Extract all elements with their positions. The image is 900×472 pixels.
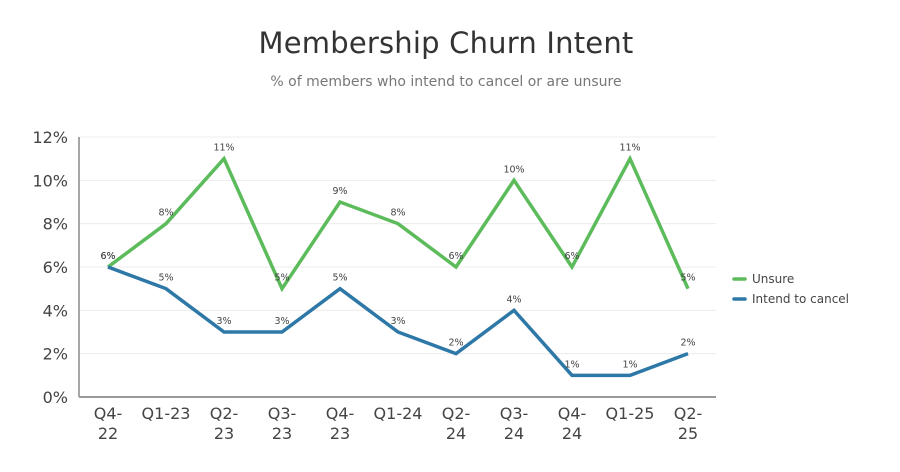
x-tick-label: 23 xyxy=(330,424,350,443)
y-tick-label: 6% xyxy=(43,258,68,277)
data-label: 5% xyxy=(680,273,695,284)
data-label: 6% xyxy=(448,251,463,262)
x-tick-label: 23 xyxy=(214,424,234,443)
data-label: 2% xyxy=(448,338,463,349)
y-axis-ticks: 0% 2% 4% 6% 8% 10% 12% xyxy=(32,128,68,407)
y-tick-label: 10% xyxy=(32,171,68,190)
x-tick-label: Q1-24 xyxy=(374,404,423,423)
data-label: 11% xyxy=(619,143,640,154)
y-tick-label: 8% xyxy=(43,215,68,234)
data-label: 2% xyxy=(680,338,695,349)
series-lines xyxy=(106,154,690,378)
x-tick-label: 23 xyxy=(272,424,292,443)
x-tick-label: Q2- xyxy=(210,404,239,423)
y-tick-label: 0% xyxy=(43,388,68,407)
gridlines xyxy=(79,136,716,355)
data-label: 11% xyxy=(213,143,234,154)
x-tick-label: 25 xyxy=(678,424,698,443)
legend: Unsure Intend to cancel xyxy=(732,272,849,306)
x-tick-label: 24 xyxy=(504,424,524,443)
data-label: 8% xyxy=(158,208,173,219)
y-tick-label: 2% xyxy=(43,345,68,364)
x-tick-label: Q1-23 xyxy=(142,404,191,423)
data-labels: 6%8%11%5%9%8%6%10%6%11%5%6%5%3% 3%5%3%2%4… xyxy=(100,143,695,371)
y-tick-label: 4% xyxy=(43,301,68,320)
chart-subtitle: % of members who intend to cancel or are… xyxy=(270,74,622,90)
x-tick-label: Q2- xyxy=(674,404,703,423)
data-label: 10% xyxy=(503,164,524,175)
x-tick-label: Q4- xyxy=(558,404,587,423)
x-tick-label: Q3- xyxy=(268,404,297,423)
data-label: 3% xyxy=(390,316,405,327)
chart-title: Membership Churn Intent xyxy=(258,26,634,60)
data-label: 3% xyxy=(274,316,289,327)
y-tick-label: 12% xyxy=(32,128,68,147)
data-label: 6% xyxy=(100,251,115,262)
x-tick-label: Q2- xyxy=(442,404,471,423)
legend-label: Unsure xyxy=(752,272,794,286)
x-tick-label: Q4- xyxy=(326,404,355,423)
x-tick-label: 24 xyxy=(446,424,466,443)
x-tick-label: 24 xyxy=(562,424,582,443)
data-label: 1% xyxy=(564,359,579,370)
axes xyxy=(78,137,716,398)
data-label: 9% xyxy=(332,186,347,197)
x-tick-label: Q3- xyxy=(500,404,529,423)
data-label: 4% xyxy=(506,294,521,305)
data-label: 1% xyxy=(622,359,637,370)
data-label: 5% xyxy=(332,273,347,284)
x-tick-label: 22 xyxy=(98,424,118,443)
data-label: 5% xyxy=(158,273,173,284)
x-tick-label: Q4- xyxy=(94,404,123,423)
series-line-intend-to-cancel xyxy=(107,265,689,378)
data-label: 6% xyxy=(100,251,115,262)
data-label: 6% xyxy=(564,251,579,262)
data-label: 5% xyxy=(274,273,289,284)
legend-label: Intend to cancel xyxy=(752,292,849,306)
data-label: 8% xyxy=(390,208,405,219)
x-tick-label: Q1-25 xyxy=(606,404,655,423)
series-line-unsure xyxy=(106,154,690,293)
data-label: 3% xyxy=(216,316,231,327)
